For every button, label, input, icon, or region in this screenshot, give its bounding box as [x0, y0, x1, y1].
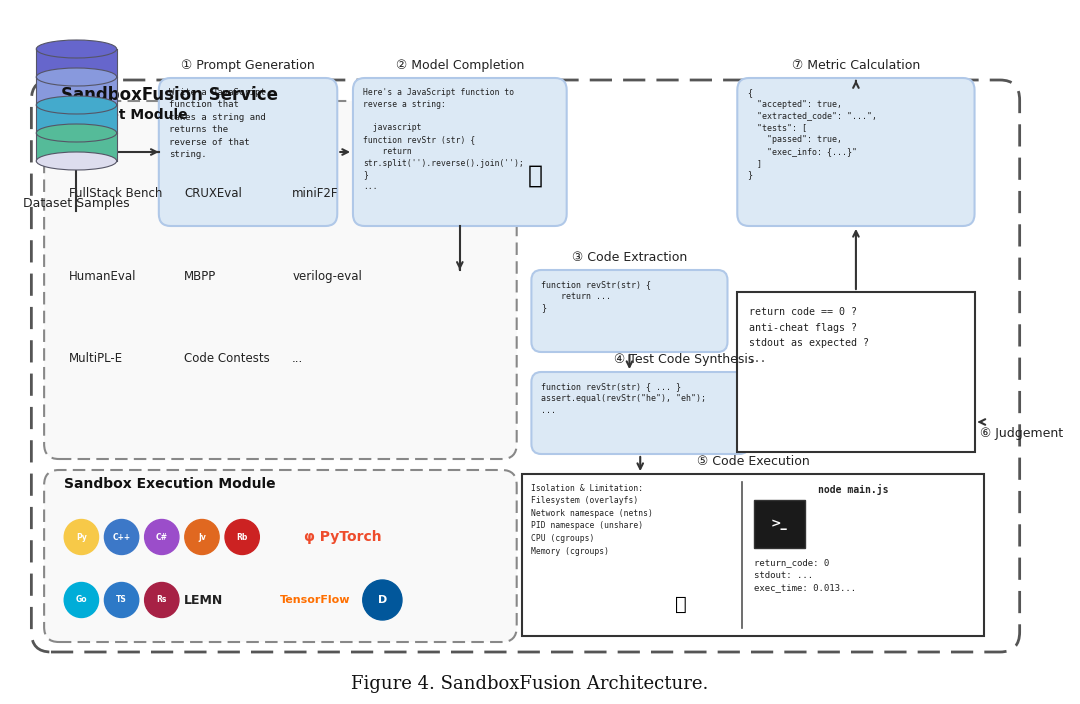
Text: Rb: Rb: [237, 532, 247, 541]
FancyBboxPatch shape: [44, 470, 516, 642]
Circle shape: [145, 520, 179, 555]
Text: function revStr(str) {
    return ...
}: function revStr(str) { return ... }: [541, 280, 651, 313]
FancyBboxPatch shape: [738, 292, 974, 452]
Text: ④ Test Code Synthesis: ④ Test Code Synthesis: [615, 353, 755, 366]
Text: Py: Py: [76, 532, 86, 541]
Text: Figure 4. SandboxFusion Architecture.: Figure 4. SandboxFusion Architecture.: [351, 675, 708, 693]
Text: return_code: 0
stdout: ...
exec_time: 0.013...: return_code: 0 stdout: ... exec_time: 0.…: [754, 558, 856, 592]
Text: ② Model Completion: ② Model Completion: [395, 59, 524, 72]
Text: Rs: Rs: [157, 596, 167, 605]
Text: Isolation & Limitation:
Filesystem (overlayfs)
Network namespace (netns)
PID nam: Isolation & Limitation: Filesystem (over…: [531, 484, 653, 555]
Bar: [37, 77, 117, 105]
Text: Sandbox Execution Module: Sandbox Execution Module: [64, 477, 275, 491]
FancyBboxPatch shape: [31, 80, 1020, 652]
Text: 🤖: 🤖: [528, 164, 543, 188]
Text: C#: C#: [156, 532, 167, 541]
FancyBboxPatch shape: [353, 78, 567, 226]
Text: CRUXEval: CRUXEval: [185, 187, 242, 201]
Text: Dataset Module: Dataset Module: [64, 108, 187, 122]
Text: >_: >_: [771, 517, 787, 531]
Circle shape: [363, 580, 402, 620]
Text: HumanEval: HumanEval: [69, 270, 136, 284]
Text: function revStr(str) { ... }
assert.equal(revStr("he"), "eh");
...: function revStr(str) { ... } assert.equa…: [541, 382, 706, 415]
Text: ...: ...: [293, 353, 303, 365]
Text: φ PyTorch: φ PyTorch: [303, 530, 381, 544]
Text: SandboxFusion Service: SandboxFusion Service: [60, 86, 278, 104]
Text: Here's a JavaScript function to
reverse a string:

  javascript
function revStr : Here's a JavaScript function to reverse …: [363, 88, 524, 191]
Ellipse shape: [37, 40, 117, 58]
Text: 🛡: 🛡: [675, 594, 686, 613]
Circle shape: [225, 520, 259, 555]
Text: node main.js: node main.js: [818, 484, 888, 495]
Circle shape: [145, 582, 179, 617]
Text: MultiPL-E: MultiPL-E: [69, 353, 123, 365]
FancyBboxPatch shape: [754, 500, 805, 548]
Text: LEMN: LEMN: [185, 593, 224, 607]
Text: Write a JavaScript
function that
takes a string and
returns the
reverse of that
: Write a JavaScript function that takes a…: [168, 88, 266, 160]
FancyBboxPatch shape: [159, 78, 337, 226]
Text: D: D: [378, 595, 387, 605]
Bar: [37, 105, 117, 133]
Bar: [37, 49, 117, 77]
FancyBboxPatch shape: [531, 372, 750, 454]
Circle shape: [64, 520, 98, 555]
Text: return code == 0 ?
anti-cheat flags ?
stdout as expected ?
...: return code == 0 ? anti-cheat flags ? st…: [750, 307, 869, 364]
FancyBboxPatch shape: [531, 270, 728, 352]
Text: TensorFlow: TensorFlow: [280, 595, 350, 605]
Text: {
  "accepted": true,
  "extracted_code": "...",
  "tests": [
    "passed": true: { "accepted": true, "extracted_code": ".…: [747, 88, 877, 180]
Bar: [37, 133, 117, 161]
Text: C++: C++: [112, 532, 131, 541]
FancyBboxPatch shape: [522, 474, 984, 636]
Ellipse shape: [37, 96, 117, 114]
Text: Jv: Jv: [198, 532, 206, 541]
Circle shape: [64, 582, 98, 617]
Ellipse shape: [37, 152, 117, 170]
Text: verilog-eval: verilog-eval: [293, 270, 362, 284]
Text: TS: TS: [117, 596, 127, 605]
Circle shape: [185, 520, 219, 555]
Text: miniF2F: miniF2F: [293, 187, 339, 201]
Text: Code Contests: Code Contests: [185, 353, 270, 365]
Circle shape: [105, 582, 138, 617]
Text: ① Prompt Generation: ① Prompt Generation: [181, 59, 315, 72]
FancyBboxPatch shape: [44, 101, 516, 459]
Text: ⑤ Code Execution: ⑤ Code Execution: [697, 455, 809, 468]
Text: FullStack Bench: FullStack Bench: [69, 187, 162, 201]
Text: ⑥ Judgement: ⑥ Judgement: [981, 427, 1064, 440]
Ellipse shape: [37, 124, 117, 142]
Text: Go: Go: [76, 596, 87, 605]
Ellipse shape: [37, 68, 117, 86]
Circle shape: [105, 520, 138, 555]
Text: MBPP: MBPP: [185, 270, 217, 284]
FancyBboxPatch shape: [738, 78, 974, 226]
Text: ⑦ Metric Calculation: ⑦ Metric Calculation: [792, 59, 920, 72]
Text: ③ Code Extraction: ③ Code Extraction: [571, 251, 687, 264]
Text: Dataset Samples: Dataset Samples: [23, 197, 130, 210]
